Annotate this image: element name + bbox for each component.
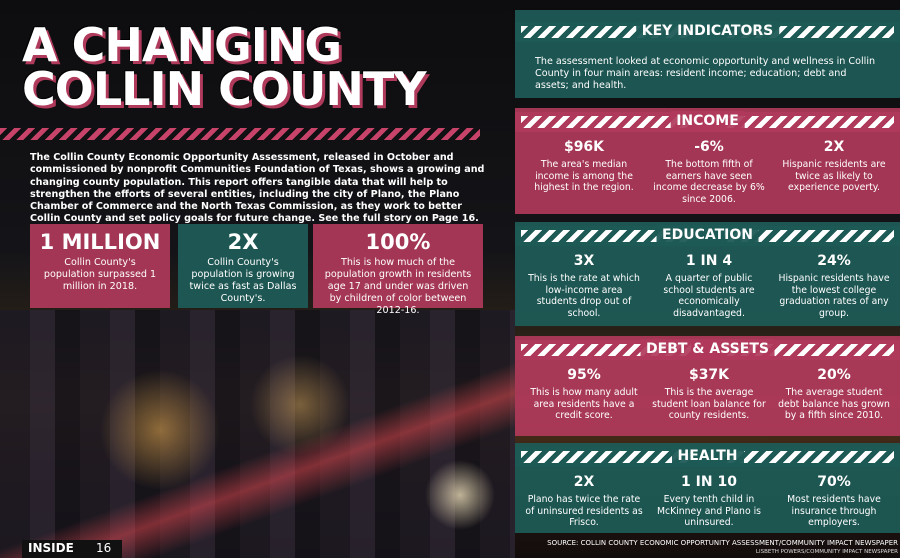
indicator-value: 95% [567, 367, 601, 383]
section-header: INCOME [515, 111, 900, 132]
indicator: $37K This is the average student loan bal… [650, 366, 768, 422]
indicator-value: 2X [823, 139, 845, 155]
chevron-band [0, 128, 480, 140]
indicator: $96K The area's median income is among th… [525, 138, 643, 194]
title-line: A CHANGING [22, 18, 342, 72]
city-photo [0, 310, 515, 558]
stat-value: 2X [227, 230, 259, 254]
indicator: 70% Most residents have insurance through… [775, 473, 893, 529]
section-title: HEALTH [671, 446, 744, 466]
indicator-value: 3X [573, 253, 595, 269]
footer-section: INSIDE [28, 541, 74, 555]
stat-value: 1 MILLION [39, 230, 161, 254]
indicator-value: 2X [573, 474, 595, 490]
stat-value: 100% [365, 230, 431, 254]
source: SOURCE: COLLIN COUNTY ECONOMIC OPPORTUNI… [547, 539, 898, 547]
title-line: COLLIN COUNTY [22, 62, 427, 116]
indicator-text: Plano has twice the rate of uninsured re… [525, 494, 643, 528]
section-title: DEBT & ASSETS [640, 339, 775, 359]
intro: The Collin County Economic Opportunity A… [30, 152, 485, 225]
indicator: 24% Hispanic residents have the lowest co… [775, 252, 893, 319]
chevron [521, 116, 691, 128]
key-indicators: KEY INDICATORS The assessment looked at e… [515, 10, 900, 98]
indicator: 1 IN 4 A quarter of public school student… [650, 252, 768, 319]
key-indicators-text: The assessment looked at economic opport… [535, 56, 876, 91]
stat-text: Collin County's population is growing tw… [189, 257, 297, 304]
credit: LISBETH POWERS/COMMUNITY IMPACT NEWSPAPE… [755, 549, 898, 555]
indicator-text: Most residents have insurance through em… [787, 494, 881, 528]
section-header: KEY INDICATORS [515, 21, 900, 42]
indicator-value: $96K [563, 139, 605, 155]
stat-box: 100% This is how much of the population g… [313, 224, 483, 316]
section-header: DEBT & ASSETS [515, 339, 900, 360]
indicator-section: INCOME $96K The area's median income is am… [515, 108, 900, 214]
chevron [521, 451, 691, 463]
indicator-text: This is the average student loan balance… [652, 387, 766, 421]
indicator-section: EDUCATION 3X This is the rate at which low… [515, 222, 900, 326]
footer-page: 16 [96, 541, 112, 555]
indicator-value: 20% [817, 367, 851, 383]
chevron [724, 451, 894, 463]
stat-text: Collin County's population surpassed 1 m… [43, 257, 157, 292]
indicator-section: HEALTH 2X Plano has twice the rate of unin… [515, 443, 900, 533]
stat-box: 1 MILLION Collin County's population surp… [30, 224, 170, 308]
indicator-value: $37K [688, 367, 730, 383]
indicator: 95% This is how many adult area residents… [525, 366, 643, 422]
stat-text: This is how much of the population growt… [324, 257, 472, 316]
stat-box: 2X Collin County's population is growing … [178, 224, 308, 308]
indicator-value: -6% [694, 139, 724, 155]
indicator: 2X Hispanic residents are twice as likely… [775, 138, 893, 194]
indicator: 2X Plano has twice the rate of uninsured … [525, 473, 643, 529]
indicator: -6% The bottom fifth of earners have seen… [650, 138, 768, 205]
indicator-text: This is the rate at which low-income are… [528, 273, 640, 319]
section-title: KEY INDICATORS [635, 21, 780, 41]
indicator-text: Every tenth child in McKinney and Plano … [656, 494, 762, 528]
indicator-text: The bottom fifth of earners have seen in… [653, 159, 765, 205]
indicator-value: 1 IN 4 [685, 253, 733, 269]
section-title: INCOME [670, 111, 745, 131]
indicator: 20% The average student debt balance has … [775, 366, 893, 422]
indicator: 3X This is the rate at which low-income a… [525, 252, 643, 319]
indicator-value: 1 IN 10 [681, 474, 737, 490]
chevron [724, 230, 894, 242]
indicator-text: A quarter of public school students are … [663, 273, 755, 319]
indicator-text: The area's median income is among the hi… [534, 159, 634, 193]
indicator-text: Hispanic residents are twice as likely t… [782, 159, 886, 193]
indicator-value: 24% [817, 253, 851, 269]
section-header: HEALTH [515, 446, 900, 467]
indicator-text: This is how many adult area residents ha… [530, 387, 638, 421]
indicator-value: 70% [817, 474, 851, 490]
section-title: EDUCATION [656, 225, 759, 245]
indicator-section: DEBT & ASSETS 95% This is how many adult a… [515, 336, 900, 436]
indicator: 1 IN 10 Every tenth child in McKinney and… [650, 473, 768, 529]
chevron [724, 116, 894, 128]
section-header: EDUCATION [515, 225, 900, 246]
indicator-text: The average student debt balance has gro… [778, 387, 890, 421]
chevron [521, 230, 691, 242]
footer-bar: INSIDE 16 [22, 540, 122, 558]
indicator-text: Hispanic residents have the lowest colle… [778, 273, 890, 319]
